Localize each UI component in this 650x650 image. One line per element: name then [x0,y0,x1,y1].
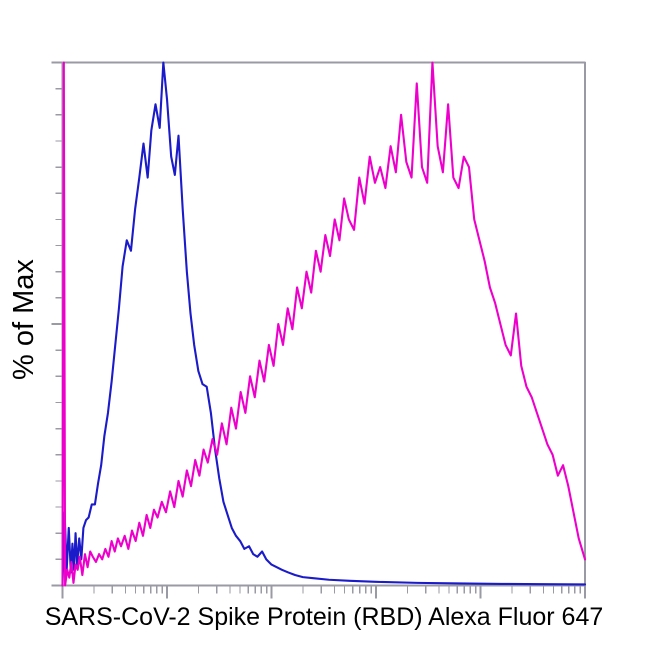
trace-control [61,61,587,587]
y-axis-ticks [51,61,63,587]
y-axis-title: % of Max [8,259,40,380]
histogram-traces [61,61,587,587]
plot-frame [61,61,586,587]
trace-stained [61,61,587,587]
x-axis-ticks [61,585,586,599]
x-axis-title: SARS-CoV-2 Spike Protein (RBD) Alexa Flu… [45,603,604,631]
